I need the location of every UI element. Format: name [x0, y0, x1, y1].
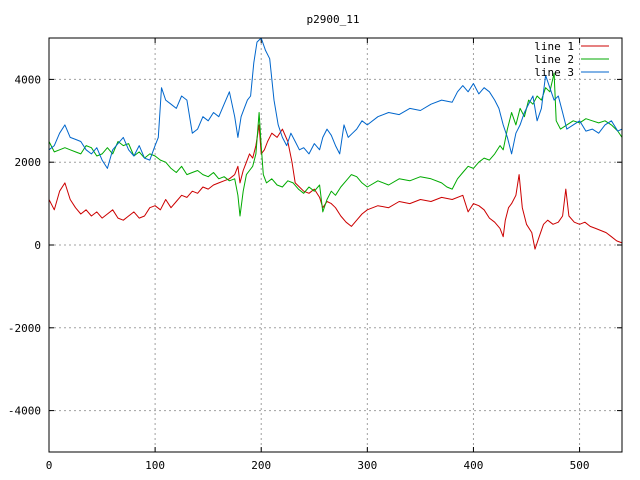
x-tick-label: 200 [251, 459, 271, 472]
y-tick-label: -4000 [8, 405, 41, 418]
legend-label-1: line 1 [534, 40, 574, 53]
x-tick-label: 400 [464, 459, 484, 472]
y-tick-label: 2000 [15, 156, 42, 169]
y-tick-label: 0 [34, 239, 41, 252]
x-tick-label: 0 [46, 459, 53, 472]
series-line-3 [48, 37, 623, 169]
x-tick-label: 500 [570, 459, 590, 472]
legend-label-3: line 3 [534, 66, 574, 79]
y-tick-label: 4000 [15, 73, 42, 86]
chart-title: p2900_11 [307, 13, 360, 26]
x-tick-label: 300 [357, 459, 377, 472]
plot-frame [48, 37, 623, 453]
series-line-1 [48, 124, 623, 250]
x-tick-label: 100 [145, 459, 165, 472]
y-tick-label: -2000 [8, 322, 41, 335]
legend-label-2: line 2 [534, 53, 574, 66]
